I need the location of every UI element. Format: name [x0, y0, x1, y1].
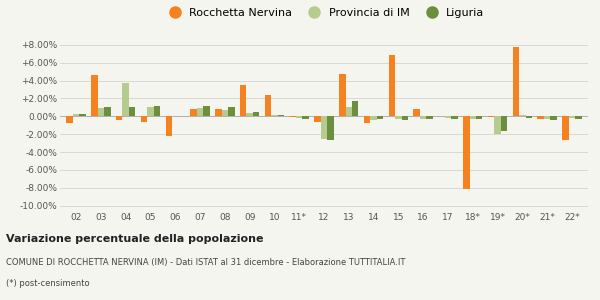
- Bar: [395, 116, 401, 119]
- Bar: [463, 116, 470, 190]
- Bar: [470, 116, 476, 119]
- Bar: [247, 113, 253, 116]
- Bar: [569, 116, 575, 118]
- Bar: [197, 108, 203, 116]
- Bar: [420, 116, 427, 119]
- Bar: [401, 116, 408, 120]
- Bar: [476, 116, 482, 119]
- Bar: [253, 112, 259, 116]
- Bar: [67, 116, 73, 123]
- Bar: [451, 116, 458, 119]
- Bar: [427, 116, 433, 119]
- Text: COMUNE DI ROCCHETTA NERVINA (IM) - Dati ISTAT al 31 dicembre - Elaborazione TUTT: COMUNE DI ROCCHETTA NERVINA (IM) - Dati …: [6, 259, 406, 268]
- Bar: [278, 115, 284, 116]
- Bar: [562, 116, 569, 140]
- Bar: [413, 109, 420, 116]
- Bar: [327, 116, 334, 140]
- Bar: [141, 116, 147, 122]
- Bar: [544, 116, 550, 119]
- Bar: [104, 107, 110, 116]
- Bar: [203, 106, 210, 116]
- Bar: [575, 116, 581, 119]
- Bar: [290, 116, 296, 117]
- Bar: [215, 109, 221, 116]
- Bar: [166, 116, 172, 136]
- Bar: [91, 75, 98, 116]
- Bar: [228, 107, 235, 116]
- Bar: [321, 116, 327, 139]
- Bar: [240, 85, 247, 116]
- Bar: [147, 107, 154, 116]
- Bar: [79, 114, 86, 116]
- Bar: [129, 107, 136, 116]
- Bar: [339, 74, 346, 116]
- Bar: [352, 101, 358, 116]
- Text: (*) post-censimento: (*) post-censimento: [6, 280, 89, 289]
- Bar: [370, 116, 377, 120]
- Bar: [190, 109, 197, 116]
- Bar: [122, 83, 129, 116]
- Legend: Rocchetta Nervina, Provincia di IM, Liguria: Rocchetta Nervina, Provincia di IM, Ligu…: [159, 3, 489, 22]
- Bar: [389, 55, 395, 116]
- Bar: [501, 116, 507, 131]
- Bar: [550, 116, 557, 120]
- Bar: [519, 115, 526, 116]
- Bar: [314, 116, 321, 122]
- Bar: [296, 116, 302, 118]
- Bar: [494, 116, 501, 134]
- Bar: [488, 116, 494, 117]
- Bar: [265, 95, 271, 116]
- Bar: [526, 116, 532, 118]
- Bar: [364, 116, 370, 123]
- Bar: [538, 116, 544, 119]
- Bar: [512, 47, 519, 116]
- Bar: [221, 110, 228, 116]
- Bar: [116, 116, 122, 120]
- Bar: [302, 116, 309, 119]
- Bar: [346, 107, 352, 116]
- Bar: [154, 106, 160, 116]
- Bar: [377, 116, 383, 119]
- Bar: [73, 114, 79, 116]
- Bar: [98, 108, 104, 116]
- Text: Variazione percentuale della popolazione: Variazione percentuale della popolazione: [6, 233, 263, 244]
- Bar: [445, 116, 451, 118]
